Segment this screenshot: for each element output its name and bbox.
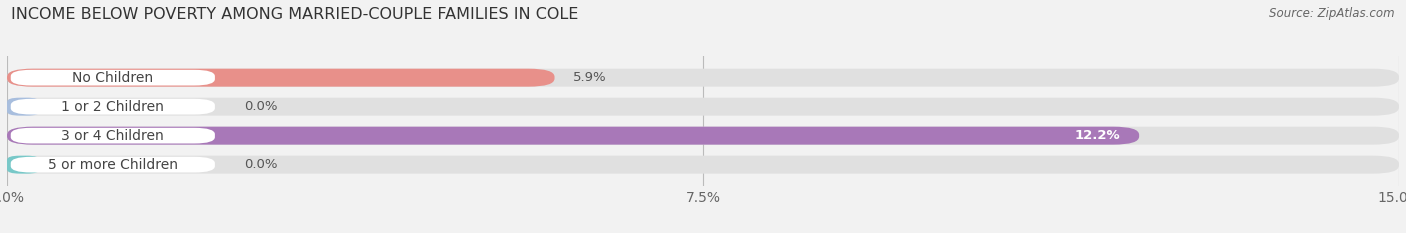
- Text: 1 or 2 Children: 1 or 2 Children: [62, 100, 165, 114]
- FancyBboxPatch shape: [7, 156, 1399, 174]
- Text: 0.0%: 0.0%: [243, 158, 277, 171]
- FancyBboxPatch shape: [11, 128, 215, 144]
- Text: INCOME BELOW POVERTY AMONG MARRIED-COUPLE FAMILIES IN COLE: INCOME BELOW POVERTY AMONG MARRIED-COUPL…: [11, 7, 579, 22]
- FancyBboxPatch shape: [11, 70, 215, 86]
- FancyBboxPatch shape: [11, 157, 215, 172]
- Text: 5 or more Children: 5 or more Children: [48, 158, 177, 172]
- FancyBboxPatch shape: [7, 156, 39, 174]
- FancyBboxPatch shape: [7, 98, 39, 116]
- Text: 12.2%: 12.2%: [1076, 129, 1121, 142]
- FancyBboxPatch shape: [7, 69, 554, 87]
- Text: No Children: No Children: [72, 71, 153, 85]
- FancyBboxPatch shape: [7, 98, 1399, 116]
- FancyBboxPatch shape: [11, 99, 215, 114]
- Text: 5.9%: 5.9%: [574, 71, 607, 84]
- Text: 0.0%: 0.0%: [243, 100, 277, 113]
- Text: Source: ZipAtlas.com: Source: ZipAtlas.com: [1270, 7, 1395, 20]
- FancyBboxPatch shape: [7, 69, 1399, 87]
- FancyBboxPatch shape: [7, 127, 1399, 145]
- Text: 3 or 4 Children: 3 or 4 Children: [62, 129, 165, 143]
- FancyBboxPatch shape: [7, 127, 1139, 145]
